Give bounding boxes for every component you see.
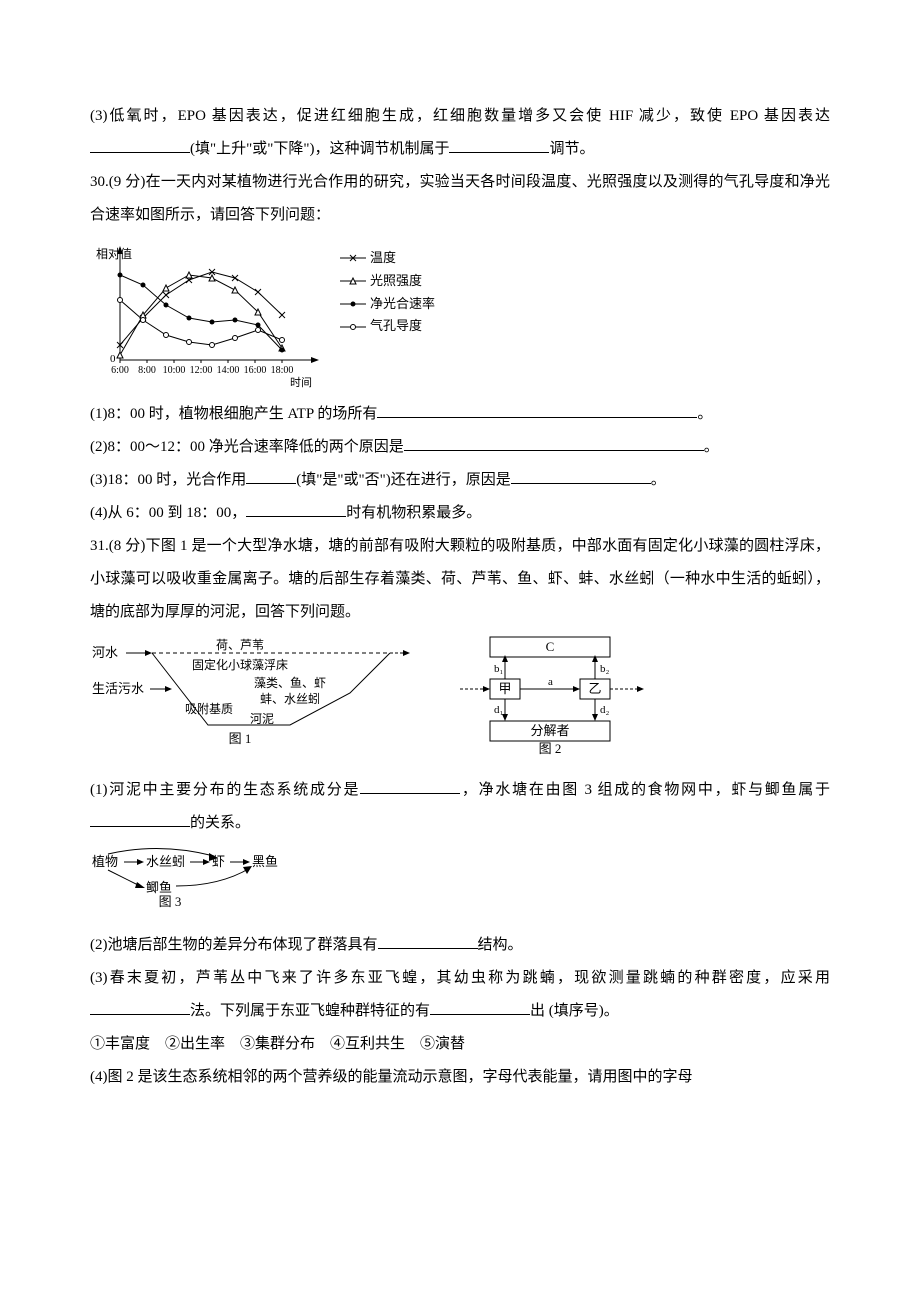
q29-blank1	[90, 138, 190, 153]
legend-net-label: 净光合速率	[370, 294, 435, 315]
svg-text:C: C	[546, 639, 555, 654]
q29-p3-tail: 调节。	[549, 141, 594, 157]
svg-text:相对值: 相对值	[96, 246, 132, 261]
q31-stem: 31.(8 分)下图 1 是一个大型净水塘，塘的前部有吸附大颗粒的吸附基质，中部…	[90, 530, 830, 629]
svg-text:生活污水: 生活污水	[92, 681, 144, 696]
legend-temp-label: 温度	[370, 248, 396, 269]
q30-p3-blank2	[511, 469, 651, 484]
q31-fig2: C 甲 乙 分解者 b₁ b₂ a d₁ d₂ 图 2	[450, 635, 650, 755]
svg-text:10:00: 10:00	[163, 365, 186, 376]
svg-text:6:00: 6:00	[111, 365, 129, 376]
q31-p1: (1)河泥中主要分布的生态系统成分是 ，净水塘在由图 3 组成的食物网中，虾与鲫鱼…	[90, 774, 830, 840]
svg-text:b₁: b₁	[494, 663, 504, 675]
q31-p2b-text: 结构。	[478, 937, 523, 953]
q30-p3: (3)18：00 时，光合作用(填"是"或"否")还在进行，原因是。	[90, 464, 830, 497]
q30-p3-blank1	[246, 469, 296, 484]
svg-text:甲: 甲	[498, 681, 511, 696]
legend-net: 净光合速率	[340, 294, 435, 315]
q30-p4b-text: 时有机物积累最多。	[346, 505, 481, 521]
svg-text:b₂: b₂	[600, 663, 610, 675]
svg-text:藻类、鱼、虾: 藻类、鱼、虾	[254, 676, 326, 690]
q31-p1a-text: (1)河泥中主要分布的生态系统成分是	[90, 782, 360, 798]
svg-text:鲫鱼: 鲫鱼	[146, 880, 172, 895]
q31-options: ①丰富度 ②出生率 ③集群分布 ④互利共生 ⑤演替	[90, 1028, 830, 1061]
q31-p4: (4)图 2 是该生态系统相邻的两个营养级的能量流动示意图，字母代表能量，请用图…	[90, 1061, 830, 1094]
legend-stomata: 气孔导度	[340, 316, 435, 337]
q31-p3a-text: (3)春末夏初，芦苇丛中飞来了许多东亚飞蝗，其幼虫称为跳蝻，现欲测量跳蝻的种群密…	[90, 970, 830, 986]
legend-temp: 温度	[340, 248, 435, 269]
q30-p4a-text: (4)从 6：00 到 18：00，	[90, 505, 246, 521]
svg-text:时间: 时间	[290, 376, 312, 389]
q31-fig3: 植物 水丝蚓 虾 黑鱼 鲫鱼 图 3	[90, 846, 320, 910]
svg-text:荷、芦苇: 荷、芦苇	[216, 638, 264, 652]
svg-text:a: a	[548, 676, 553, 688]
q31-fig-row: 河水 生活污水 荷、芦苇 固定化小球藻浮床 藻类、鱼、虾 蚌、水丝蚓 吸附基质 …	[90, 635, 830, 768]
q31-p2a-text: (2)池塘后部生物的差异分布体现了群落具有	[90, 937, 378, 953]
svg-text:图 2: 图 2	[539, 741, 562, 755]
q31-p3: (3)春末夏初，芦苇丛中飞来了许多东亚飞蝗，其幼虫称为跳蝻，现欲测量跳蝻的种群密…	[90, 962, 830, 1028]
q31-p1-blank2	[90, 812, 190, 827]
svg-text:河泥: 河泥	[250, 712, 274, 726]
q30-p4-blank	[246, 502, 346, 517]
svg-text:d₂: d₂	[600, 704, 610, 716]
q30-stem: 30.(9 分)在一天内对某植物进行光合作用的研究，实验当天各时间段温度、光照强…	[90, 166, 830, 232]
svg-text:0: 0	[110, 353, 116, 365]
q29-p3-text1: (3)低氧时，EPO 基因表达，促进红细胞生成，红细胞数量增多又会使 HIF 减…	[90, 108, 830, 124]
q30-chart: 相对值 0 6:00 8:00 10:00 12:00 14:00 16:00 …	[90, 240, 330, 390]
q30-p1-blank	[377, 403, 697, 418]
q30-chart-block: 相对值 0 6:00 8:00 10:00 12:00 14:00 16:00 …	[90, 240, 830, 390]
svg-text:14:00: 14:00	[217, 365, 240, 376]
q31-p3-blank2	[430, 1000, 530, 1015]
svg-text:水丝蚓: 水丝蚓	[146, 854, 185, 869]
svg-text:16:00: 16:00	[244, 365, 267, 376]
q30-p3a-text: (3)18：00 时，光合作用	[90, 472, 246, 488]
q29-part3: (3)低氧时，EPO 基因表达，促进红细胞生成，红细胞数量增多又会使 HIF 减…	[90, 100, 830, 166]
q30-p3b-text: (填"是"或"否")还在进行，原因是	[296, 472, 510, 488]
q29-p3-text2: (填"上升"或"下降")，这种调节机制属于	[190, 141, 449, 157]
svg-text:固定化小球藻浮床: 固定化小球藻浮床	[192, 657, 288, 672]
svg-text:吸附基质: 吸附基质	[185, 702, 233, 716]
svg-text:蚌、水丝蚓: 蚌、水丝蚓	[260, 691, 320, 706]
q31-p3b-text: 法。下列属于东亚飞蝗种群特征的有	[190, 1003, 430, 1019]
q31-p3-blank1	[90, 1000, 190, 1015]
q31-p2-blank	[378, 934, 478, 949]
legend-light: 光照强度	[340, 271, 435, 292]
legend-light-label: 光照强度	[370, 271, 422, 292]
q31-fig2-wrap: C 甲 乙 分解者 b₁ b₂ a d₁ d₂ 图 2	[450, 635, 650, 768]
svg-text:d₁: d₁	[494, 704, 504, 716]
svg-text:图 1: 图 1	[229, 731, 252, 746]
q30-p2-text: (2)8：00～12：00 净光合速率降低的两个原因是	[90, 439, 404, 455]
q31-fig1-wrap: 河水 生活污水 荷、芦苇 固定化小球藻浮床 藻类、鱼、虾 蚌、水丝蚓 吸附基质 …	[90, 635, 410, 768]
q30-p2: (2)8：00～12：00 净光合速率降低的两个原因是。	[90, 431, 830, 464]
legend-stomata-label: 气孔导度	[370, 316, 422, 337]
q31-fig1: 河水 生活污水 荷、芦苇 固定化小球藻浮床 藻类、鱼、虾 蚌、水丝蚓 吸附基质 …	[90, 635, 410, 755]
svg-text:12:00: 12:00	[190, 365, 213, 376]
svg-text:18:00: 18:00	[271, 365, 294, 376]
svg-text:河水: 河水	[92, 645, 118, 660]
q30-p1: (1)8：00 时，植物根细胞产生 ATP 的场所有。	[90, 398, 830, 431]
svg-text:8:00: 8:00	[138, 365, 156, 376]
svg-text:植物: 植物	[92, 854, 118, 869]
svg-text:分解者: 分解者	[530, 723, 569, 738]
q30-p4: (4)从 6：00 到 18：00， 时有机物积累最多。	[90, 497, 830, 530]
svg-text:黑鱼: 黑鱼	[252, 854, 278, 869]
q30-legend: 温度 光照强度 净光合速率 气孔导度	[340, 240, 435, 339]
q31-p1b-text: ，净水塘在由图 3 组成的食物网中，虾与鲫鱼属于	[460, 782, 830, 798]
q31-p1c-text: 的关系。	[190, 815, 250, 831]
q31-fig3-wrap: 植物 水丝蚓 虾 黑鱼 鲫鱼 图 3	[90, 846, 830, 923]
svg-text:乙: 乙	[588, 681, 601, 696]
q30-p2-blank	[404, 436, 704, 451]
q29-blank2	[449, 138, 549, 153]
q31-p1-blank1	[360, 779, 460, 794]
svg-text:图 3: 图 3	[159, 894, 182, 909]
q30-p1-text: (1)8：00 时，植物根细胞产生 ATP 的场所有	[90, 406, 377, 422]
q31-p3c-text: 出 (填序号)。	[530, 1003, 619, 1019]
q31-p2: (2)池塘后部生物的差异分布体现了群落具有 结构。	[90, 929, 830, 962]
